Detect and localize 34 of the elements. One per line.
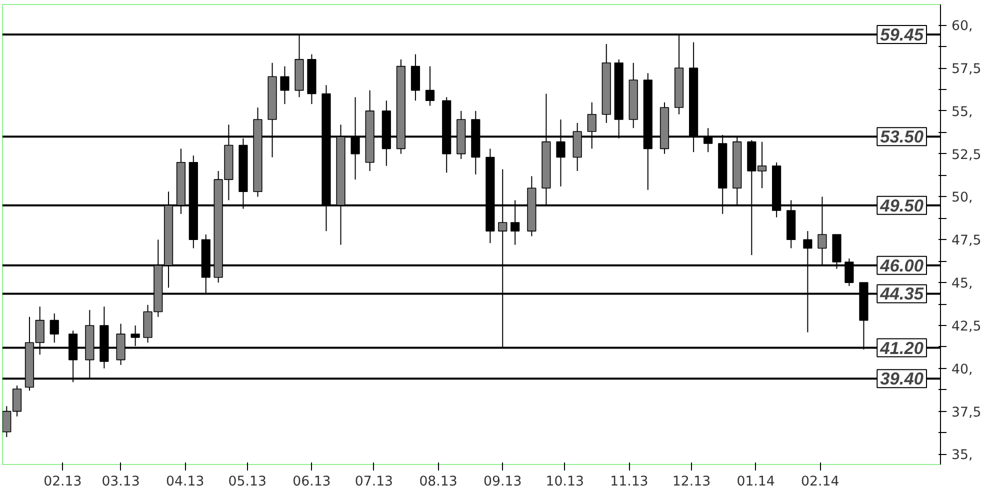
ref-line-label: 44.35 — [879, 284, 924, 304]
x-tick-label: 11.13 — [610, 474, 648, 490]
x-tick-label: 07.13 — [354, 474, 394, 490]
x-tick-label: 01.14 — [736, 474, 775, 490]
x-tick-label: 10.13 — [546, 474, 584, 490]
x-tick-label: 04.13 — [166, 474, 204, 490]
ref-line-label: 59.45 — [880, 24, 924, 45]
y-tick-label: 40, — [952, 362, 973, 378]
x-tick-label: 02.14 — [801, 474, 840, 490]
y-tick-label: 35, — [952, 448, 973, 464]
x-tick-label: 02.13 — [44, 474, 82, 490]
y-tick-label: 57,5 — [952, 62, 982, 78]
x-tick-label: 03.13 — [102, 474, 140, 490]
candlestick — [50, 312, 59, 344]
y-tick-label: 52,5 — [952, 148, 982, 163]
y-tick-label: 50, — [952, 190, 973, 206]
x-tick-label: 06.13 — [292, 474, 331, 490]
ref-line-label: 41.20 — [879, 338, 924, 358]
ref-line-label: 53.50 — [880, 126, 924, 147]
x-tick-label: 09.13 — [484, 474, 522, 490]
ref-line-label: 46.00 — [879, 255, 924, 276]
y-tick-label: 37,5 — [952, 405, 982, 420]
x-tick-label: 05.13 — [228, 474, 266, 490]
ref-line-label: 39.40 — [880, 368, 924, 389]
y-tick-label: 55, — [952, 104, 973, 120]
candlestick — [280, 66, 290, 105]
x-tick-label: 08.13 — [419, 474, 458, 490]
y-tick-label: 47,5 — [952, 234, 982, 249]
y-tick-label: 45, — [952, 276, 973, 292]
ref-line-label: 49.50 — [879, 195, 924, 216]
y-tick-label: 42,5 — [952, 319, 982, 334]
x-tick-label: 12.13 — [672, 474, 711, 490]
y-tick-label: 60, — [952, 19, 973, 34]
candlestick — [425, 66, 435, 106]
